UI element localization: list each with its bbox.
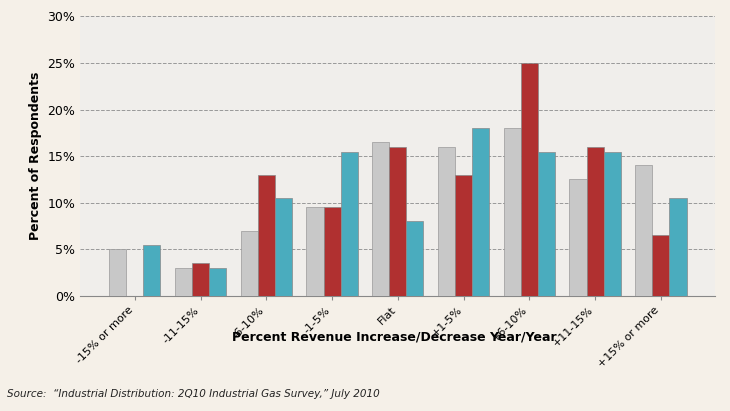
Bar — [175, 268, 192, 296]
Bar — [604, 152, 620, 296]
Bar — [455, 175, 472, 296]
Bar — [653, 236, 669, 296]
Bar — [569, 180, 587, 296]
Bar — [635, 166, 653, 296]
Bar — [520, 63, 538, 296]
Text: Percent Revenue Increase/Decrease Year/Year: Percent Revenue Increase/Decrease Year/Y… — [232, 331, 556, 344]
Bar — [143, 245, 161, 296]
Bar — [258, 175, 275, 296]
Bar — [472, 128, 489, 296]
Bar — [504, 128, 520, 296]
Bar — [372, 142, 389, 296]
Bar — [307, 208, 323, 296]
Bar — [209, 268, 226, 296]
Bar — [587, 147, 604, 296]
Bar — [192, 263, 209, 296]
Bar — [110, 249, 126, 296]
Text: Source:  “Industrial Distribution: 2Q10 Industrial Gas Survey,” July 2010: Source: “Industrial Distribution: 2Q10 I… — [7, 389, 380, 399]
Bar — [241, 231, 258, 296]
Bar — [341, 152, 358, 296]
Y-axis label: Percent of Respondents: Percent of Respondents — [29, 72, 42, 240]
Bar — [438, 147, 455, 296]
Bar — [275, 198, 292, 296]
Bar — [323, 208, 341, 296]
Bar — [389, 147, 407, 296]
Bar — [538, 152, 555, 296]
Bar — [669, 198, 686, 296]
Bar — [407, 222, 423, 296]
